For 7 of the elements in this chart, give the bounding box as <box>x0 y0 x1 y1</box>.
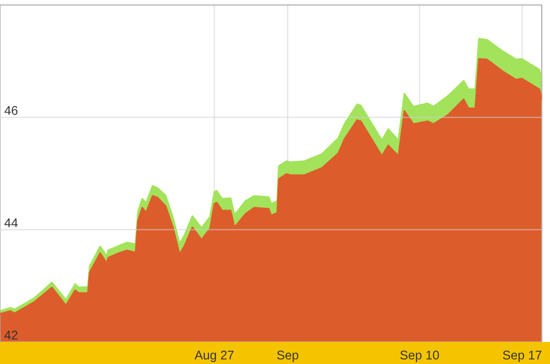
y-tick-label: 42 <box>4 330 18 340</box>
x-tick-label: Aug 27 <box>194 350 234 362</box>
y-tick-label: 46 <box>4 106 18 115</box>
x-tick-label: Sep 10 <box>400 350 439 362</box>
x-tick-label: Sep 17 <box>502 350 542 362</box>
x-tick-label: Sep <box>277 350 298 362</box>
y-tick-label: 44 <box>4 218 18 228</box>
